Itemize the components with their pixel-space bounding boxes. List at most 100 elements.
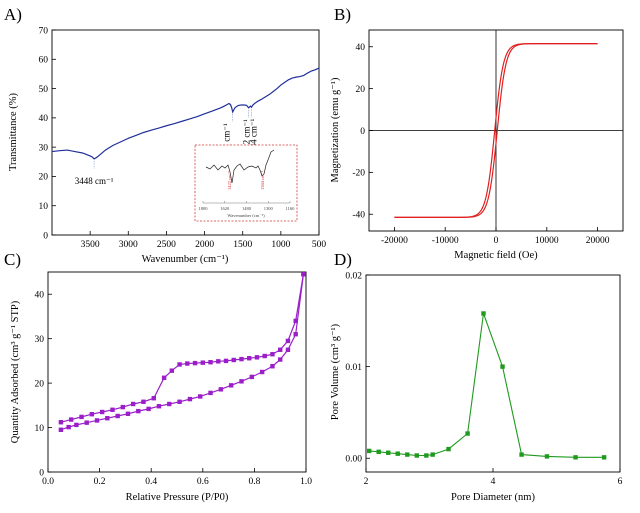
- a-ytick-label: 30: [39, 143, 49, 153]
- panel-c-xlabel: Relative Pressure (P/P0): [126, 492, 229, 503]
- desorption-point: [231, 357, 236, 363]
- panel-c-label: C): [4, 250, 21, 269]
- inset-xtick-label: 1160: [286, 206, 296, 211]
- panel-c: C) 0.0 0.2 0.4 0.6 0.8 1.0 0 10 20 30 40 Relative …: [4, 250, 312, 503]
- panel-a-ylabel: Transmittance (%): [8, 92, 19, 171]
- pore-volume-point: [519, 452, 524, 457]
- adsorption-point: [278, 357, 283, 362]
- pore-volume-point: [386, 450, 391, 455]
- panel-b-ylabel: Magnetization (emu g⁻¹): [330, 77, 341, 182]
- adsorption-point: [167, 401, 172, 407]
- c-ytick-label: 40: [35, 291, 45, 301]
- adsorption-line: [60, 274, 305, 431]
- adsorption-point: [270, 364, 275, 369]
- b-xtick-label: 20000: [586, 236, 610, 246]
- c-ytick-label: 0: [39, 468, 44, 478]
- inset-annotation-1422: 1422 cm⁻¹: [227, 170, 232, 190]
- d-ytick-label: 0.02: [345, 271, 362, 281]
- b-xtick-label: -10000: [432, 236, 459, 246]
- desorption-point: [216, 359, 221, 364]
- pore-volume-point: [465, 431, 470, 436]
- desorption-point: [247, 356, 252, 361]
- pore-volume-point: [366, 448, 372, 454]
- desorption-point: [223, 358, 229, 364]
- adsorption-point: [84, 420, 89, 425]
- a-ytick-label: 50: [39, 85, 49, 95]
- inset-annotation-1384: 1384 cm⁻¹: [260, 170, 265, 190]
- c-ytick-label: 30: [35, 335, 45, 345]
- a-ytick-label: 40: [39, 114, 49, 124]
- pore-volume-point: [573, 455, 578, 460]
- d-xtick-label: 6: [618, 477, 623, 487]
- panel-c-frame: [47, 271, 307, 473]
- panel-a-frame: [51, 29, 320, 236]
- a-xtick-label: 3500: [81, 240, 100, 250]
- c-xtick-label: 0.8: [248, 477, 260, 487]
- panel-d-label: D): [334, 250, 352, 269]
- panel-d-ylabel: Pore Volume (cm³ g⁻¹): [330, 323, 341, 420]
- d-xtick-label: 2: [364, 477, 369, 487]
- desorption-point: [120, 404, 126, 410]
- desorption-point: [110, 407, 115, 412]
- inset-xtick-label: 1300: [264, 206, 274, 211]
- a-xtick-label: 2000: [195, 240, 214, 250]
- b-ytick-label: 40: [356, 43, 366, 53]
- desorption-point: [270, 352, 275, 357]
- desorption-point: [151, 396, 156, 401]
- inset-xtick-label: 1800: [199, 206, 209, 211]
- desorption-point: [239, 356, 244, 362]
- pore-volume-point: [446, 446, 451, 452]
- annotation-label: 3448 cm⁻¹: [75, 176, 114, 186]
- a-ytick-label: 0: [43, 231, 48, 241]
- ftir-inset: 1800 1620 1480 1300 1160 1422 cm⁻¹ 1384 cm⁻¹…: [194, 144, 298, 222]
- pore-volume-point: [376, 449, 381, 455]
- pore-volume-point: [500, 364, 505, 369]
- desorption-point: [161, 375, 167, 380]
- b-xtick-label: 10000: [535, 236, 559, 246]
- inset-frame: [194, 144, 298, 222]
- pore-volume-point: [405, 452, 410, 457]
- pore-volume-point: [481, 311, 486, 316]
- a-ytick-label: 60: [39, 56, 49, 66]
- adsorption-point: [218, 387, 224, 392]
- pore-volume-point: [424, 453, 429, 458]
- b-ytick-label: 20: [356, 85, 366, 95]
- b-ytick-label: -20: [352, 169, 365, 179]
- c-xtick-label: 0.0: [42, 477, 54, 487]
- b-ytick-label: 0: [360, 127, 365, 137]
- a-xtick-label: 3000: [119, 240, 138, 250]
- desorption-line: [60, 274, 305, 423]
- adsorption-point: [293, 332, 298, 337]
- pore-volume-point: [414, 453, 419, 458]
- desorption-point: [79, 414, 84, 420]
- desorption-point: [130, 401, 136, 407]
- pore-volume-point: [430, 452, 435, 457]
- desorption-point: [192, 360, 198, 366]
- desorption-point: [293, 318, 298, 324]
- a-ytick-label: 20: [39, 173, 49, 183]
- desorption-point: [58, 420, 64, 425]
- desorption-point: [185, 361, 190, 366]
- a-ytick-label: 10: [39, 202, 49, 212]
- pore-distribution-line: [369, 313, 605, 458]
- c-ytick-label: 10: [35, 424, 45, 434]
- annotation-label: 1422 cm⁻¹: [242, 119, 252, 158]
- adsorption-point: [198, 394, 203, 399]
- desorption-point: [99, 409, 105, 415]
- desorption-point: [69, 417, 74, 422]
- adsorption-point: [239, 379, 244, 384]
- adsorption-point: [74, 422, 79, 428]
- desorption-point: [208, 360, 213, 365]
- inset-series-line: [205, 149, 275, 184]
- desorption-point: [141, 399, 146, 404]
- c-xtick-label: 0.6: [197, 477, 209, 487]
- d-ytick-label: 0.00: [345, 455, 362, 465]
- a-xtick-label: 1500: [233, 240, 252, 250]
- desorption-point: [285, 338, 291, 344]
- d-ytick-label: 0.01: [345, 363, 362, 373]
- adsorption-point: [146, 406, 151, 412]
- panel-a-xlabel: Wavenumber (cm⁻¹): [142, 254, 229, 265]
- a-ytick-label: 70: [39, 26, 49, 36]
- desorption-point: [278, 347, 283, 352]
